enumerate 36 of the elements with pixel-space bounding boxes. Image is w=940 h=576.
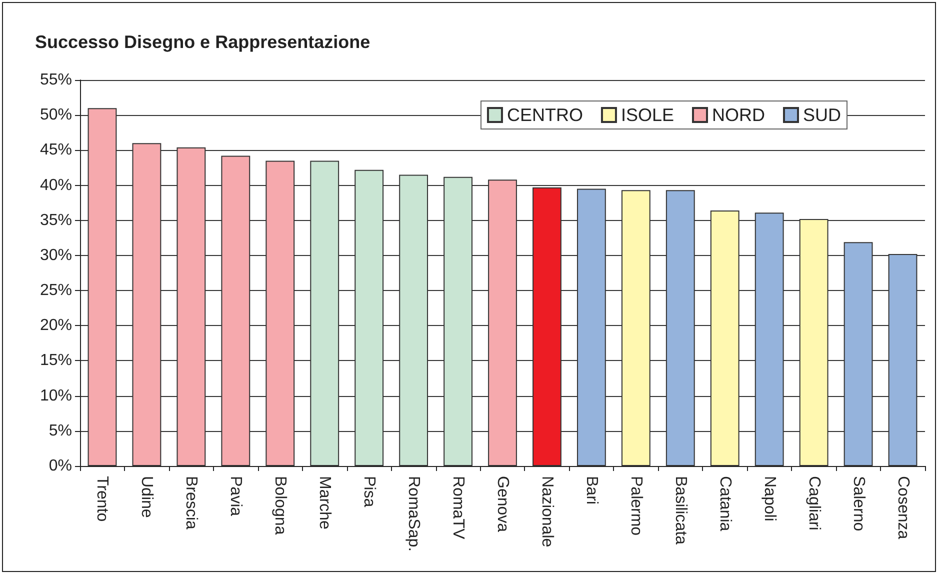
x-tick-label: Genova [494,476,511,532]
legend-label: SUD [802,105,842,125]
x-tick-label: Cosenza [894,476,912,540]
chart-title: Successo Disegno e Rappresentazione [35,32,370,52]
x-tick-label: Cagliari [805,476,822,530]
legend-label: NORD [712,105,765,125]
x-tick-label: Trento [94,476,111,522]
y-tick-label: 20% [40,317,72,334]
y-tick-label: 55% [40,72,72,88]
x-tick-label: Pavia [227,476,244,516]
y-tick-label: 10% [40,387,72,404]
x-tick-label: Brescia [182,476,200,530]
y-tick-label: 25% [40,282,72,300]
x-tick-label: Salerno [850,476,867,532]
y-tick-label: 35% [40,212,72,229]
y-tick-label: 30% [40,246,72,264]
x-tick-label: Udine [138,476,156,518]
x-tick-label: RomaSap. [405,476,422,552]
y-tick-label: 40% [40,176,72,194]
x-tick-label: Pisa [360,476,378,508]
x-tick-label: Basilicata [672,476,689,545]
x-tick-label: Napoli [760,476,778,522]
x-tick-label: Nazionale [538,476,556,548]
y-tick-label: 50% [40,106,72,124]
y-tick-label: 15% [40,352,72,370]
legend-label: ISOLE [620,105,674,125]
y-tick-label: 0% [48,458,72,474]
x-tick-label: Marche [316,476,334,530]
legend-label: CENTRO [506,105,583,125]
x-tick-label: RomaTV [450,476,467,540]
x-tick-label: Bari [582,476,600,504]
x-tick-label: Catania [716,476,734,532]
x-tick-label: Palermo [627,476,644,536]
y-tick-label: 5% [48,422,72,440]
x-tick-label: Bologna [272,476,289,535]
y-tick-label: 45% [40,142,72,159]
